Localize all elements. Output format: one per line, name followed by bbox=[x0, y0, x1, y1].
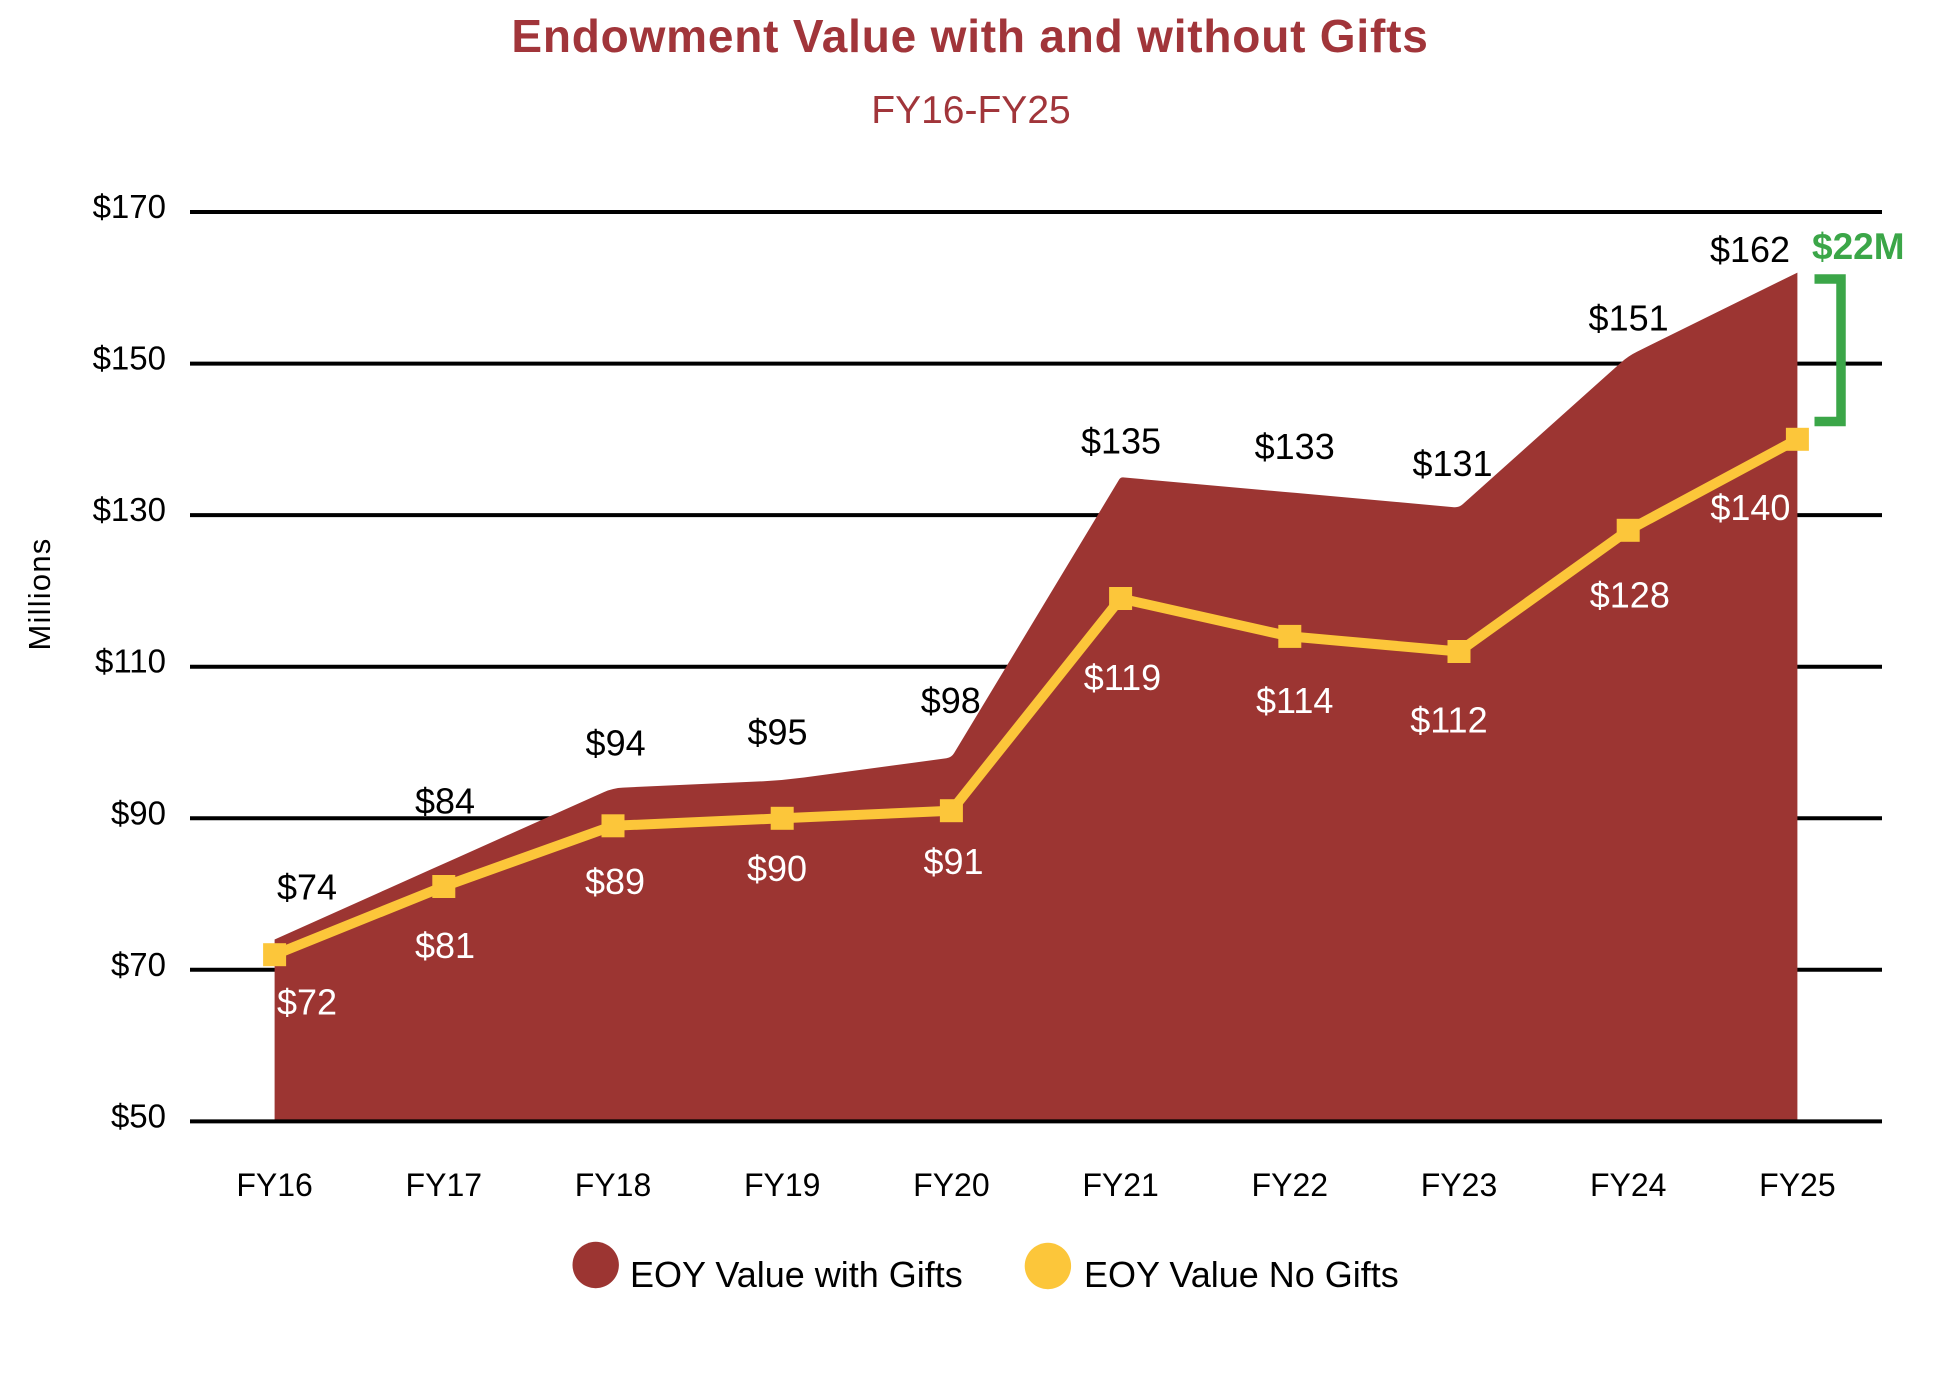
svg-text:FY24: FY24 bbox=[1590, 1167, 1666, 1203]
svg-text:$140: $140 bbox=[1710, 487, 1790, 528]
svg-text:$95: $95 bbox=[747, 712, 807, 753]
svg-text:$70: $70 bbox=[111, 946, 166, 983]
svg-text:$89: $89 bbox=[585, 861, 645, 902]
svg-text:$72: $72 bbox=[277, 982, 337, 1023]
svg-text:FY19: FY19 bbox=[744, 1167, 820, 1203]
svg-text:$91: $91 bbox=[923, 841, 983, 882]
svg-text:$81: $81 bbox=[415, 925, 475, 966]
svg-text:$50: $50 bbox=[111, 1097, 166, 1134]
svg-text:$135: $135 bbox=[1081, 421, 1161, 462]
svg-text:FY21: FY21 bbox=[1082, 1167, 1158, 1203]
svg-text:EOY Value No Gifts: EOY Value No Gifts bbox=[1084, 1254, 1399, 1295]
svg-text:Endowment Value with and witho: Endowment Value with and without Gifts bbox=[511, 10, 1428, 62]
svg-text:$110: $110 bbox=[95, 643, 166, 680]
svg-text:$22M: $22M bbox=[1812, 226, 1905, 267]
svg-text:FY23: FY23 bbox=[1421, 1167, 1497, 1203]
svg-text:$114: $114 bbox=[1256, 680, 1333, 721]
svg-text:$90: $90 bbox=[747, 848, 807, 889]
svg-text:$151: $151 bbox=[1589, 298, 1669, 339]
svg-text:$128: $128 bbox=[1590, 574, 1670, 615]
svg-text:FY20: FY20 bbox=[913, 1167, 989, 1203]
svg-text:$94: $94 bbox=[586, 723, 646, 764]
svg-text:FY16: FY16 bbox=[236, 1167, 312, 1203]
svg-text:FY25: FY25 bbox=[1759, 1167, 1835, 1203]
svg-text:$74: $74 bbox=[277, 867, 337, 908]
svg-text:FY18: FY18 bbox=[575, 1167, 651, 1203]
svg-text:Millions: Millions bbox=[22, 538, 57, 651]
svg-text:$90: $90 bbox=[111, 794, 166, 831]
svg-text:$98: $98 bbox=[921, 680, 981, 721]
svg-text:$170: $170 bbox=[93, 188, 166, 225]
svg-text:$130: $130 bbox=[93, 491, 166, 528]
svg-text:$112: $112 bbox=[1410, 700, 1487, 741]
svg-text:$119: $119 bbox=[1084, 657, 1161, 698]
svg-text:$162: $162 bbox=[1710, 229, 1790, 270]
svg-text:$84: $84 bbox=[415, 781, 475, 822]
svg-text:EOY Value with Gifts: EOY Value with Gifts bbox=[630, 1254, 963, 1295]
svg-text:FY17: FY17 bbox=[406, 1167, 482, 1203]
svg-text:$150: $150 bbox=[93, 340, 166, 377]
svg-text:FY22: FY22 bbox=[1252, 1167, 1328, 1203]
svg-text:FY16-FY25: FY16-FY25 bbox=[871, 89, 1070, 132]
svg-text:$131: $131 bbox=[1412, 443, 1492, 484]
svg-text:$133: $133 bbox=[1255, 426, 1335, 467]
